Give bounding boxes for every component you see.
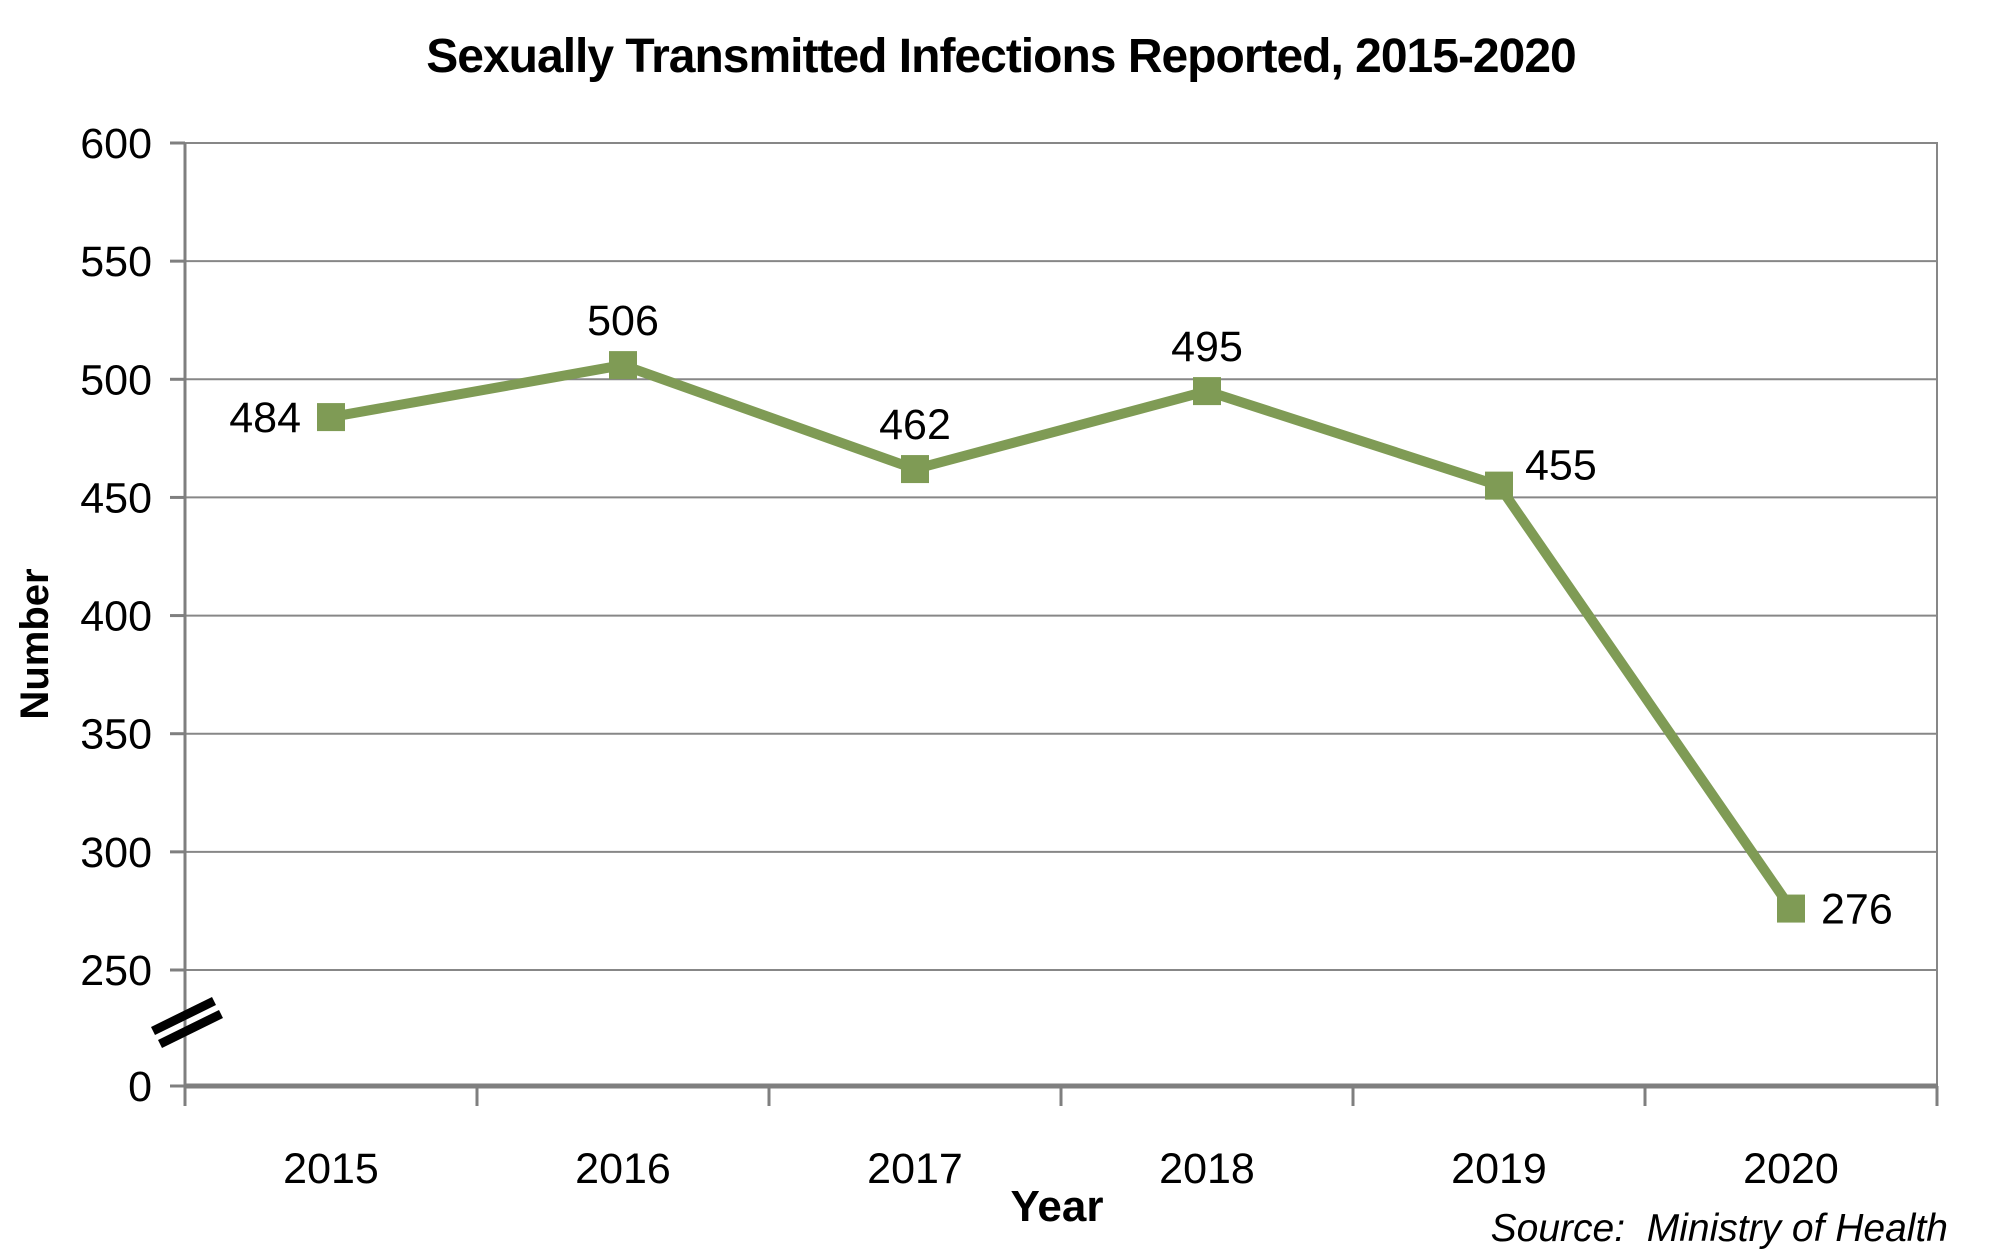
y-tick-label-350: 350 — [80, 711, 152, 759]
data-point-label-2018: 495 — [1171, 323, 1243, 371]
data-point-label-2016: 506 — [587, 297, 659, 345]
data-point-marker-2016 — [609, 351, 637, 380]
y-tick-label-500: 500 — [80, 356, 152, 404]
x-axis-title: Year — [1011, 1182, 1104, 1231]
y-tick-label-0: 0 — [128, 1063, 152, 1111]
data-point-marker-2018 — [1193, 377, 1221, 406]
series-line — [330, 360, 1796, 912]
x-tick-label-2016: 2016 — [575, 1145, 671, 1193]
y-tick-label-250: 250 — [80, 947, 152, 995]
source-note: Source: Ministry of Health — [1491, 1207, 1948, 1250]
y-tick-label-600: 600 — [80, 120, 152, 168]
x-tick-label-2020: 2020 — [1743, 1145, 1839, 1193]
data-point-marker-2020 — [1777, 894, 1805, 923]
chart-title: Sexually Transmitted Infections Reported… — [426, 30, 1575, 83]
x-tick-label-2017: 2017 — [867, 1145, 963, 1193]
x-tick-label-2015: 2015 — [283, 1145, 379, 1193]
y-tick-label-300: 300 — [80, 829, 152, 877]
x-tick-label-2019: 2019 — [1451, 1145, 1547, 1193]
axis-break-icon — [158, 1009, 223, 1049]
data-point-marker-2019 — [1485, 471, 1513, 500]
data-point-marker-2015 — [317, 403, 345, 432]
y-tick-label-550: 550 — [80, 238, 152, 286]
plot-area: 0 250 300 350 400 450 500 550 600 2015 2016 2017 201… — [80, 120, 1939, 1193]
axis-break-icon — [151, 996, 216, 1036]
plot-border — [184, 142, 1938, 1087]
y-tick-label-450: 450 — [80, 474, 152, 522]
data-point-marker-2017 — [901, 455, 929, 484]
x-tick-label-2018: 2018 — [1159, 1145, 1255, 1193]
data-point-label-2020: 276 — [1821, 886, 1893, 934]
y-tick-label-400: 400 — [80, 593, 152, 641]
y-axis-title: Number — [13, 568, 57, 719]
data-point-label-2017: 462 — [879, 401, 951, 449]
data-point-label-2015: 484 — [229, 394, 301, 442]
data-point-label-2019: 455 — [1525, 442, 1597, 490]
